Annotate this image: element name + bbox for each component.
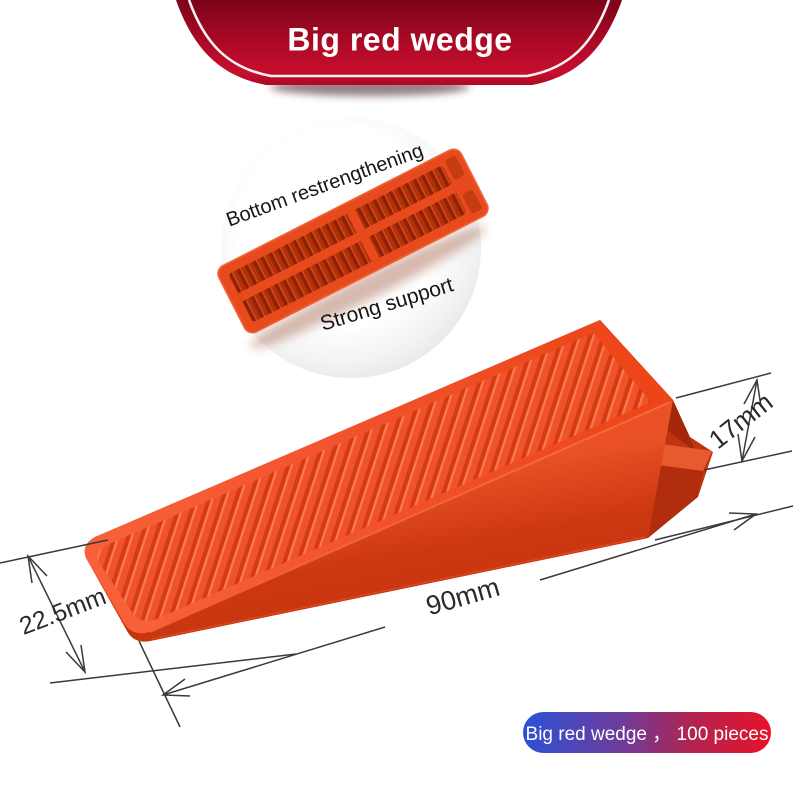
dimension-lines xyxy=(0,372,794,728)
wedge-ribs xyxy=(97,333,651,621)
banner-border-line xyxy=(187,0,611,78)
banner-shape xyxy=(176,0,622,85)
inset-wedge-bottom-view xyxy=(217,148,489,349)
main-wedge xyxy=(84,320,714,642)
dim-width-lines xyxy=(0,539,109,675)
banner-title: Big red wedge xyxy=(287,21,513,58)
product-badge: Big red wedge ， 100 pieces xyxy=(523,712,771,753)
title-banner xyxy=(176,0,622,96)
dim-length-lines xyxy=(49,505,794,728)
dim-height-lines xyxy=(675,372,793,471)
